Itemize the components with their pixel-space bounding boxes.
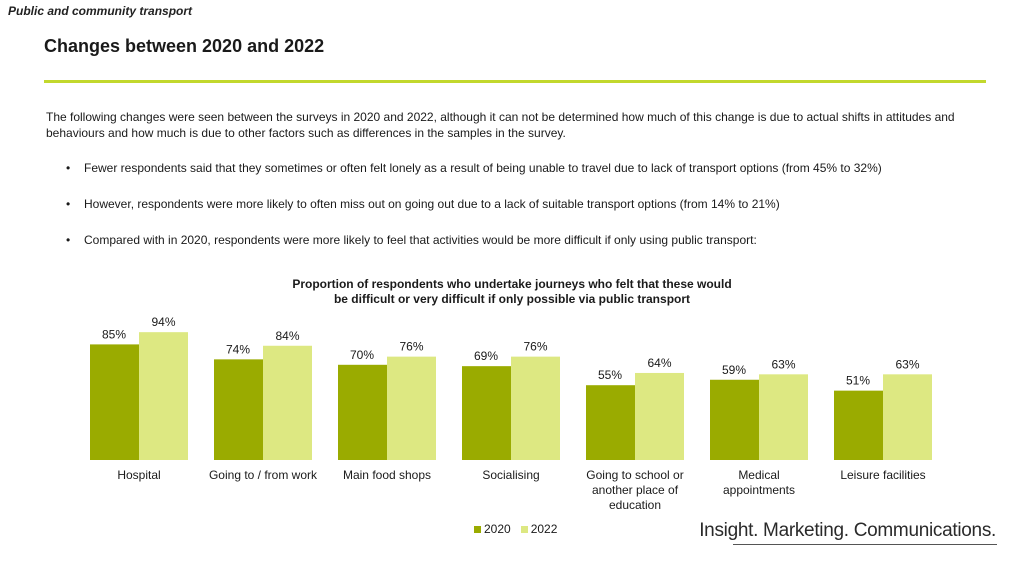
data-label-2022-1: 84% <box>275 329 299 343</box>
bullet-text: Fewer respondents said that they sometim… <box>84 161 882 175</box>
legend-entry-2022: 2022 <box>520 522 558 536</box>
bar-2020-5 <box>710 379 759 460</box>
section-label: Public and community transport <box>8 4 193 18</box>
category-label-3: Socialising <box>482 468 539 482</box>
bullet-item: • Compared with in 2020, respondents wer… <box>66 232 882 268</box>
title-divider <box>44 80 986 83</box>
chart-title-line: be difficult or very difficult if only p… <box>333 292 691 306</box>
data-label-2022-6: 63% <box>895 357 919 371</box>
bar-2020-3 <box>462 366 511 460</box>
bullet-glyph: • <box>66 161 71 175</box>
category-label-6: Leisure facilities <box>840 468 925 482</box>
chart-title: Proportion of respondents who undertake … <box>262 277 762 307</box>
bar-2022-5 <box>759 374 808 460</box>
data-label-2022-0: 94% <box>151 315 175 329</box>
legend-label-2022: 2022 <box>530 522 558 536</box>
bar-chart: 85% 94% Hospital 74% 84% Going to / from work… <box>90 315 932 512</box>
data-label-2020-0: 85% <box>102 327 126 341</box>
data-label-2022-3: 76% <box>523 340 547 354</box>
bullet-glyph: • <box>66 233 71 247</box>
legend-swatch-2020 <box>474 525 481 533</box>
category-label-0: Hospital <box>117 468 160 482</box>
bullet-glyph: • <box>66 197 71 211</box>
bar-2022-6 <box>883 374 932 460</box>
category-label-4: Going to school or <box>586 468 683 482</box>
data-label-2020-5: 59% <box>722 363 746 377</box>
bullet-item: • However, respondents were more likely … <box>66 196 882 232</box>
brand-logo-text: Insight. Marketing. Communications. <box>699 520 996 541</box>
bar-2020-2 <box>338 364 387 460</box>
category-label-5: appointments <box>723 483 795 497</box>
brand-underline <box>733 544 997 545</box>
bar-2020-1 <box>214 359 263 460</box>
data-label-2020-1: 74% <box>226 342 250 356</box>
bar-2022-3 <box>511 356 560 460</box>
chart-legend: 2020 2022 <box>474 522 567 536</box>
bar-2022-2 <box>387 356 436 460</box>
legend-swatch-2022 <box>520 525 528 533</box>
data-label-2020-3: 69% <box>474 349 498 363</box>
chart-title-line: Proportion of respondents who undertake … <box>292 277 732 291</box>
category-label-1: Going to / from work <box>209 468 318 482</box>
data-label-2022-5: 63% <box>771 357 795 371</box>
bar-2020-6 <box>834 390 883 460</box>
data-label-2022-2: 76% <box>399 340 423 354</box>
category-label-4: education <box>609 498 661 512</box>
category-label-2: Main food shops <box>343 468 431 482</box>
data-label-2020-6: 51% <box>846 374 870 388</box>
legend-label-2020: 2020 <box>484 522 511 536</box>
page-title: Changes between 2020 and 2022 <box>44 36 325 56</box>
bar-2022-0 <box>139 332 188 460</box>
bar-2020-4 <box>586 385 635 460</box>
bar-2020-0 <box>90 344 139 460</box>
bullet-text: Compared with in 2020, respondents were … <box>84 233 757 247</box>
bar-2022-4 <box>635 372 684 460</box>
data-label-2020-4: 55% <box>598 368 622 382</box>
bullet-item: • Fewer respondents said that they somet… <box>66 160 882 196</box>
intro-paragraph: The following changes were seen between … <box>46 110 955 140</box>
data-label-2022-4: 64% <box>647 356 671 370</box>
data-label-2020-2: 70% <box>350 348 374 362</box>
bar-2022-1 <box>263 345 312 460</box>
category-label-4: another place of <box>592 483 679 497</box>
legend-entry-2020: 2020 <box>474 522 511 536</box>
bullet-text: However, respondents were more likely to… <box>84 197 780 211</box>
category-label-5: Medical <box>738 468 779 482</box>
bullet-list: • Fewer respondents said that they somet… <box>66 160 882 268</box>
